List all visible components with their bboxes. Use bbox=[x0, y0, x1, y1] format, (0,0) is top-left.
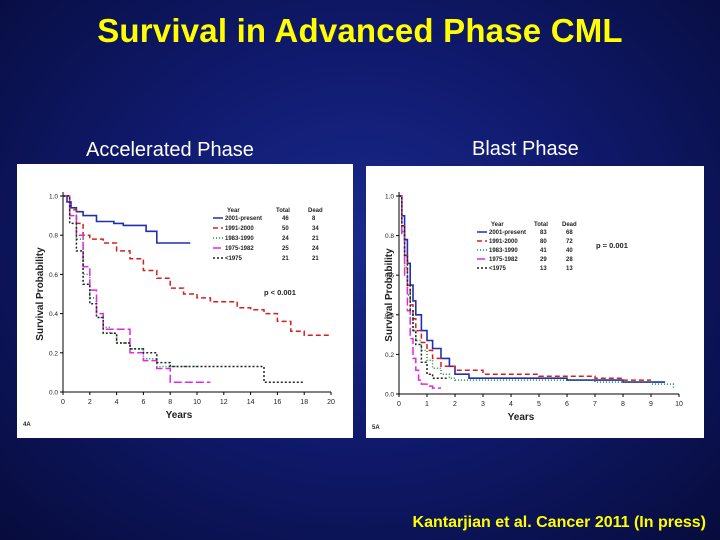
x-tick-label: 14 bbox=[247, 399, 255, 406]
accelerated-phase-title: Accelerated Phase bbox=[86, 139, 254, 161]
x-tick-label: 18 bbox=[300, 399, 308, 406]
survival-curve-1 bbox=[63, 195, 191, 244]
p-value-annotation: p = 0.001 bbox=[596, 241, 628, 250]
x-tick-label: 5 bbox=[537, 401, 541, 408]
y-tick-label: 0.4 bbox=[49, 311, 58, 318]
panel-label: 5A bbox=[372, 425, 380, 431]
legend-header-total: Total bbox=[276, 208, 290, 214]
panel-label: 4A bbox=[23, 422, 31, 428]
legend-series-name: <1975 bbox=[225, 256, 243, 262]
blast-phase-survival-chart: 0 1 2 3 4 5 6 7 8 9 10 0.0 0.2 0.4 0.6 0.8 1.0 Years Survi… bbox=[372, 192, 683, 431]
x-tick-label: 6 bbox=[141, 399, 145, 406]
survival-curve-2 bbox=[399, 195, 651, 381]
y-tick-label: 0.6 bbox=[49, 272, 58, 279]
survival-curve-1 bbox=[399, 195, 665, 383]
legend-series-total: 80 bbox=[540, 239, 547, 245]
x-tick-label: 1 bbox=[425, 401, 429, 408]
legend-series-name: 1975-1982 bbox=[489, 257, 518, 263]
y-tick-label: 0.0 bbox=[49, 390, 58, 397]
x-axis-label: Years bbox=[166, 410, 193, 421]
y-tick-label: 0.8 bbox=[49, 233, 58, 240]
y-tick-label: 0.2 bbox=[49, 350, 58, 357]
x-tick-label: 0 bbox=[61, 399, 65, 406]
x-tick-label: 9 bbox=[649, 401, 653, 408]
citation: Kantarjian et al. Cancer 2011 (In press) bbox=[412, 514, 706, 531]
legend-series-dead: 21 bbox=[312, 236, 319, 242]
x-axis-label: Years bbox=[508, 412, 535, 423]
legend-series-total: 46 bbox=[282, 216, 289, 222]
y-tick-label: 0.0 bbox=[385, 392, 394, 399]
x-tick-label: 20 bbox=[327, 399, 335, 406]
accelerated-phase-survival-chart: 0 2 4 6 8 10 12 14 16 18 200.00.20.40.60.81.0Years… bbox=[23, 192, 335, 428]
legend-series-name: <1975 bbox=[489, 266, 507, 272]
x-tick-label: 12 bbox=[220, 399, 228, 406]
y-axis-label: Survival Probability bbox=[384, 248, 395, 342]
y-tick-label: 0.8 bbox=[385, 233, 394, 240]
legend-header-total: Total bbox=[534, 222, 548, 228]
legend-series-dead: 21 bbox=[312, 256, 319, 262]
legend-series-dead: 72 bbox=[566, 239, 573, 245]
x-tick-label: 16 bbox=[274, 399, 282, 406]
legend-series-name: 1991-2000 bbox=[225, 226, 254, 232]
legend-series-name: 1991-2000 bbox=[489, 239, 518, 245]
legend-header-dead: Dead bbox=[562, 222, 577, 228]
legend-series-total: 13 bbox=[540, 266, 547, 272]
legend-series-total: 29 bbox=[540, 257, 547, 263]
slide-title: Survival in Advanced Phase CML bbox=[97, 12, 623, 49]
y-axis-label: Survival Probability bbox=[35, 247, 46, 341]
x-tick-label: 6 bbox=[565, 401, 569, 408]
x-tick-label: 2 bbox=[88, 399, 92, 406]
legend-header-year: Year bbox=[227, 208, 240, 214]
legend-series-total: 25 bbox=[282, 246, 289, 252]
legend-series-dead: 40 bbox=[566, 248, 573, 254]
legend-series-total: 41 bbox=[540, 248, 547, 254]
legend-series-name: 1975-1982 bbox=[225, 246, 254, 252]
legend-series-name: 1983-1990 bbox=[489, 248, 518, 254]
survival-curve-4 bbox=[63, 195, 211, 383]
x-tick-label: 4 bbox=[509, 401, 513, 408]
legend-series-total: 21 bbox=[282, 256, 289, 262]
x-tick-label: 7 bbox=[593, 401, 597, 408]
legend-series-name: 2001-present bbox=[225, 216, 262, 222]
y-tick-label: 1.0 bbox=[49, 194, 58, 201]
y-tick-label: 1.0 bbox=[385, 194, 394, 201]
x-tick-label: 8 bbox=[168, 399, 172, 406]
legend-series-total: 50 bbox=[282, 226, 289, 232]
y-tick-label: 0.4 bbox=[385, 312, 394, 319]
legend-series-dead: 28 bbox=[566, 257, 573, 263]
y-tick-label: 0.6 bbox=[385, 273, 394, 280]
legend-header-dead: Dead bbox=[308, 208, 323, 214]
survival-curve-5 bbox=[63, 195, 305, 383]
legend-series-dead: 8 bbox=[312, 216, 316, 222]
accelerated-phase-chart-panel: 0 2 4 6 8 10 12 14 16 18 20 0.0 0.2 0.4 0.6 0.8 1.0 Years… bbox=[17, 164, 353, 438]
legend-series-name: 1983-1990 bbox=[225, 236, 254, 242]
legend-series-total: 24 bbox=[282, 236, 289, 242]
legend-series-dead: 68 bbox=[566, 230, 573, 236]
legend-series-dead: 34 bbox=[312, 226, 319, 232]
p-value-annotation: p < 0.001 bbox=[264, 288, 296, 297]
legend-header-year: Year bbox=[491, 222, 504, 228]
x-tick-label: 4 bbox=[115, 399, 119, 406]
legend-series-dead: 13 bbox=[566, 266, 573, 272]
blast-phase-chart-panel: 0 1 2 3 4 5 6 7 8 9 10 0.0 0.2 0.4 0.6 0.8 1.0 Years Survi… bbox=[366, 166, 704, 438]
x-tick-label: 2 bbox=[453, 401, 457, 408]
x-tick-label: 10 bbox=[193, 399, 201, 406]
legend-series-total: 83 bbox=[540, 230, 547, 236]
x-tick-label: 3 bbox=[481, 401, 485, 408]
blast-phase-title: Blast Phase bbox=[472, 138, 579, 160]
y-tick-label: 0.2 bbox=[385, 352, 394, 359]
x-tick-label: 0 bbox=[397, 401, 401, 408]
legend-series-name: 2001-present bbox=[489, 230, 526, 236]
legend-series-dead: 24 bbox=[312, 246, 319, 252]
survival-curve-5 bbox=[399, 195, 447, 379]
x-tick-label: 8 bbox=[621, 401, 625, 408]
x-tick-label: 10 bbox=[675, 401, 683, 408]
survival-curve-4 bbox=[399, 195, 441, 389]
